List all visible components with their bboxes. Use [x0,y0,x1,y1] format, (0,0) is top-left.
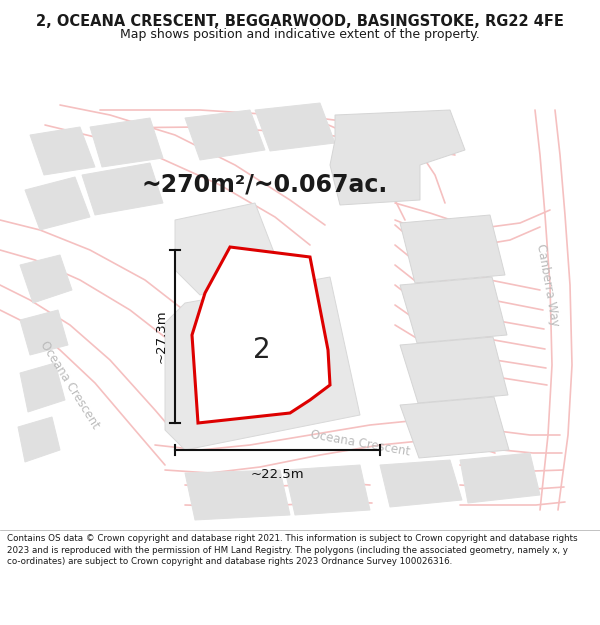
Polygon shape [330,110,465,205]
Text: Canberra Way: Canberra Way [535,242,562,328]
Polygon shape [20,310,68,355]
Polygon shape [400,277,507,343]
Polygon shape [192,247,330,423]
Polygon shape [400,215,505,283]
Polygon shape [185,110,265,160]
Text: Oceana Crescent: Oceana Crescent [38,339,102,431]
Polygon shape [20,255,72,303]
Text: Map shows position and indicative extent of the property.: Map shows position and indicative extent… [120,28,480,41]
Polygon shape [25,177,90,230]
Polygon shape [20,363,65,412]
Text: Contains OS data © Crown copyright and database right 2021. This information is : Contains OS data © Crown copyright and d… [7,534,578,566]
Polygon shape [18,417,60,462]
Text: ~27.3m: ~27.3m [155,309,167,363]
Text: ~270m²/~0.067ac.: ~270m²/~0.067ac. [142,173,388,197]
Polygon shape [400,337,508,403]
Polygon shape [460,453,540,503]
Polygon shape [285,465,370,515]
Polygon shape [30,127,95,175]
Text: 2: 2 [253,336,271,364]
Polygon shape [255,103,335,151]
Polygon shape [185,470,290,520]
Polygon shape [175,203,275,295]
Polygon shape [90,118,163,167]
Polygon shape [165,277,360,450]
Text: ~22.5m: ~22.5m [251,468,304,481]
Polygon shape [400,397,509,458]
Polygon shape [380,460,462,507]
Text: 2, OCEANA CRESCENT, BEGGARWOOD, BASINGSTOKE, RG22 4FE: 2, OCEANA CRESCENT, BEGGARWOOD, BASINGST… [36,14,564,29]
Polygon shape [82,163,163,215]
Text: Oceana Crescent: Oceana Crescent [309,428,411,458]
